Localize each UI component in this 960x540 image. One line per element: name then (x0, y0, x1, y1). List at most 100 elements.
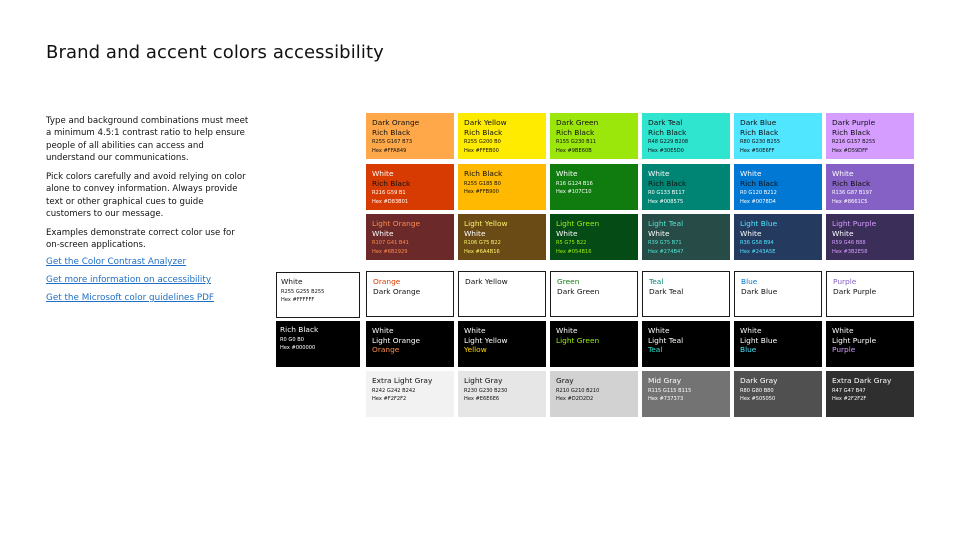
swatch-rgb-value: R216 G157 B255 (832, 139, 876, 146)
swatch-label-primary: White (464, 326, 486, 335)
swatch-hex-value: Hex #274B47 (648, 248, 684, 255)
swatch-hex-value: Hex #FFEB00 (464, 147, 499, 154)
swatch-label-primary: Purple (833, 277, 857, 286)
swatch-label-primary: Blue (741, 277, 758, 286)
swatch-label-primary: Mid Gray (648, 376, 682, 385)
accessibility-info-link[interactable]: Get more information on accessibility (46, 275, 212, 285)
swatch-rgb-value: R115 G115 B115 (648, 387, 692, 394)
swatch-label-secondary: Rich Black (372, 127, 411, 137)
swatch-label-secondary: White (740, 228, 762, 238)
color-swatch: Mid Gray R115 G115 B115 Hex #737373 (642, 371, 730, 417)
swatch-label-secondary: Light Yellow (464, 335, 508, 345)
swatch-rgb-value: R80 G230 B255 (740, 139, 781, 146)
swatch-hex-value: Hex #E6E6E6 (464, 396, 500, 402)
swatch-hex-value: Hex #6A4B16 (464, 248, 500, 255)
color-swatch: Purple Dark Purple (826, 271, 914, 317)
swatch-hex-value: Hex #F2F2F2 (372, 396, 407, 402)
swatch-label-primary: White (832, 169, 854, 178)
color-swatch: Dark Blue Rich Black R80 G230 B255 Hex #50E… (734, 113, 822, 159)
color-swatch: Orange Dark Orange (366, 271, 454, 317)
swatch-label-primary: Dark Gray (740, 376, 778, 385)
swatch-label-primary: Light Purple (832, 219, 877, 228)
swatch-rgb-value: R59 G46 B88 (832, 240, 866, 247)
swatch-label-secondary: White (648, 228, 670, 238)
swatch-hex-value: Hex #0078D4 (740, 198, 776, 205)
swatch-label-primary: Light Teal (648, 219, 684, 228)
intro-paragraph-contrast: Type and background combinations must me… (46, 116, 249, 163)
swatch-label-secondary: Rich Black (648, 127, 687, 137)
color-contrast-analyzer-link[interactable]: Get the Color Contrast Analyzer (46, 257, 187, 267)
swatch-label-primary: Light Gray (464, 376, 503, 385)
intro-paragraph-examples: Examples demonstrate correct color use f… (46, 228, 235, 251)
color-swatch: White Rich Black R0 G120 B212 Hex #0078D4 (734, 164, 822, 210)
color-swatch: Dark Gray R80 G80 B80 Hex #505050 (734, 371, 822, 417)
swatch-label-primary: Gray (556, 376, 574, 385)
legend-hex: Hex #000000 (280, 345, 316, 351)
swatch-label-primary: White (648, 169, 670, 178)
swatch-label-secondary: Light Green (556, 335, 600, 345)
swatch-rgb-value: R155 G230 B11 (556, 139, 597, 146)
swatch-hex-value: Hex #6B2929 (372, 248, 408, 255)
swatch-hex-value: Hex #D59DFF (832, 147, 868, 154)
color-swatch: Dark Green Rich Black R155 G230 B11 Hex #9B… (550, 113, 638, 159)
swatch-label-primary: Dark Purple (832, 118, 876, 127)
swatch-rgb-value: R107 G41 B41 (372, 240, 409, 247)
swatch-label-primary: Extra Light Gray (372, 376, 433, 385)
swatch-label-primary: White (556, 326, 578, 335)
swatch-rgb-value: R210 G210 B210 (556, 387, 600, 394)
swatch-hex-value: Hex #9BE60B (556, 147, 592, 154)
swatch-hex-value: Hex #D83B01 (372, 198, 409, 205)
swatch-label-tertiary: Blue (740, 345, 757, 355)
swatch-label-secondary: Rich Black (740, 178, 779, 188)
swatch-rgb-value: R80 G80 B80 (740, 387, 774, 394)
swatch-label-primary: Green (557, 277, 580, 286)
color-swatch: White Light Blue Blue (734, 321, 822, 367)
color-swatch: White Light Yellow Yellow (458, 321, 546, 367)
swatch-hex-value: Hex #30E5D0 (648, 147, 684, 154)
legend-rich-black: Rich Black R0 G0 B0 Hex #000000 (276, 321, 360, 367)
color-swatch: Dark Orange Rich Black R255 G167 B73 Hex #F… (366, 113, 454, 159)
color-swatch: White Rich Black R136 G87 B197 Hex #8661C5 (826, 164, 914, 210)
legend-rgb: R0 G0 B0 (280, 336, 304, 343)
legend-hex: Hex #FFFFFF (281, 297, 315, 303)
color-swatch: Light Teal White R39 G75 B71 Hex #274B47 (642, 214, 730, 260)
color-swatch: White R16 G124 B16 Hex #107C10 (550, 164, 638, 210)
color-swatch: Extra Light Gray R242 G242 B242 Hex #F2F2F… (366, 371, 454, 417)
swatch-rgb-value: R47 G47 B47 (832, 387, 866, 394)
swatch-label-primary: Teal (649, 277, 664, 286)
swatch-label-primary: Dark Yellow (465, 277, 508, 286)
color-guidelines-pdf-link[interactable]: Get the Microsoft color guidelines PDF (46, 293, 214, 303)
swatch-hex-value: Hex #FFB900 (464, 189, 499, 195)
page-title: Brand and accent colors accessibility (46, 42, 384, 63)
swatch-hex-value: Hex #FFA849 (372, 147, 407, 154)
swatch-hex-value: Hex #505050 (740, 396, 776, 402)
swatch-label-primary: Dark Teal (648, 118, 683, 127)
legend-name: Rich Black (280, 325, 319, 334)
swatch-label-primary: Rich Black (464, 169, 503, 178)
color-swatch: Light Yellow White R106 G75 B22 Hex #6A4B16 (458, 214, 546, 260)
swatch-hex-value: Hex #243A5E (740, 248, 776, 255)
swatch-label-tertiary: Purple (832, 345, 856, 355)
swatch-rgb-value: R0 G120 B212 (740, 190, 777, 197)
swatch-hex-value: Hex #054B16 (556, 248, 592, 255)
color-swatch: Teal Dark Teal (642, 271, 730, 317)
swatch-label-primary: White (372, 169, 394, 178)
color-swatch: Rich Black R255 G185 B0 Hex #FFB900 (458, 164, 546, 210)
swatch-label-primary: Light Orange (372, 219, 421, 228)
swatch-rgb-value: R5 G75 B22 (556, 240, 587, 247)
swatch-hex-value: Hex #008575 (648, 198, 684, 205)
swatch-label-secondary: Dark Teal (649, 286, 684, 296)
legend-white: White R255 G255 B255 Hex #FFFFFF (276, 272, 360, 318)
color-swatch: Light Purple White R59 G46 B88 Hex #3B2E58 (826, 214, 914, 260)
swatch-label-secondary: Rich Black (464, 127, 503, 137)
swatch-label-secondary: Rich Black (372, 178, 411, 188)
color-swatch: Dark Yellow (458, 271, 546, 317)
swatch-hex-value: Hex #D2D2D2 (556, 396, 594, 402)
swatch-label-primary: White (740, 169, 762, 178)
swatch-hex-value: Hex #8661C5 (832, 198, 868, 205)
swatch-rgb-value: R36 G58 B94 (740, 240, 774, 247)
legend-rgb: R255 G255 B255 (281, 288, 325, 295)
color-swatch: Green Dark Green (550, 271, 638, 317)
swatch-rgb-value: R39 G75 B71 (648, 240, 682, 247)
legend-name: White (281, 277, 303, 286)
